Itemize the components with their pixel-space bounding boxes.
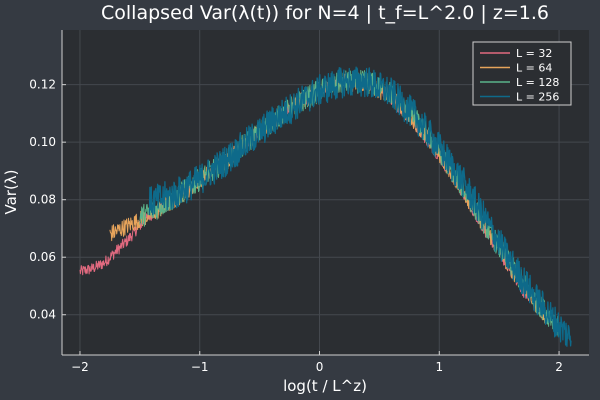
- x-tick-label: −1: [191, 360, 209, 374]
- y-axis-label: Var(λ): [2, 169, 20, 214]
- y-tick-label: 0.12: [29, 78, 56, 92]
- legend-label: L = 256: [516, 91, 559, 104]
- series-layer: [79, 66, 572, 347]
- chart-title: Collapsed Var(λ(t)) for N=4 | t_f=L^2.0 …: [101, 2, 549, 24]
- y-ticks: 0.04 0.06 0.08 0.10 0.12: [29, 78, 66, 322]
- y-tick-label: 0.08: [29, 193, 56, 207]
- legend-label: L = 128: [516, 76, 559, 89]
- y-tick-label: 0.04: [29, 308, 56, 322]
- y-tick-label: 0.10: [29, 135, 56, 149]
- x-tick-label: 1: [435, 360, 443, 374]
- legend-label: L = 32: [516, 47, 552, 60]
- legend: L = 32 L = 64L = 128 L = 256: [472, 41, 572, 106]
- legend-label: L = 64: [516, 62, 552, 75]
- x-tick-label: 0: [316, 360, 324, 374]
- series-line: [148, 66, 572, 347]
- x-ticks: −2 −1 0 1 2: [71, 351, 563, 374]
- x-tick-label: 2: [555, 360, 563, 374]
- x-axis-label: log(t / L^z): [283, 377, 367, 395]
- y-tick-label: 0.06: [29, 250, 56, 264]
- series-4: [148, 66, 572, 347]
- x-tick-label: −2: [71, 360, 89, 374]
